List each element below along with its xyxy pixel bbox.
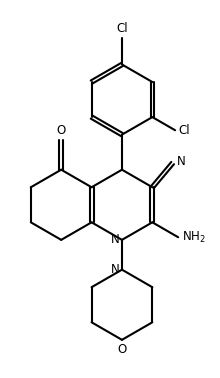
Text: Cl: Cl <box>116 22 128 36</box>
Text: O: O <box>57 124 66 137</box>
Text: N: N <box>111 233 120 246</box>
Text: N: N <box>111 263 120 276</box>
Text: NH$_2$: NH$_2$ <box>182 230 206 245</box>
Text: Cl: Cl <box>179 124 190 137</box>
Text: N: N <box>177 155 186 168</box>
Text: O: O <box>117 343 126 356</box>
